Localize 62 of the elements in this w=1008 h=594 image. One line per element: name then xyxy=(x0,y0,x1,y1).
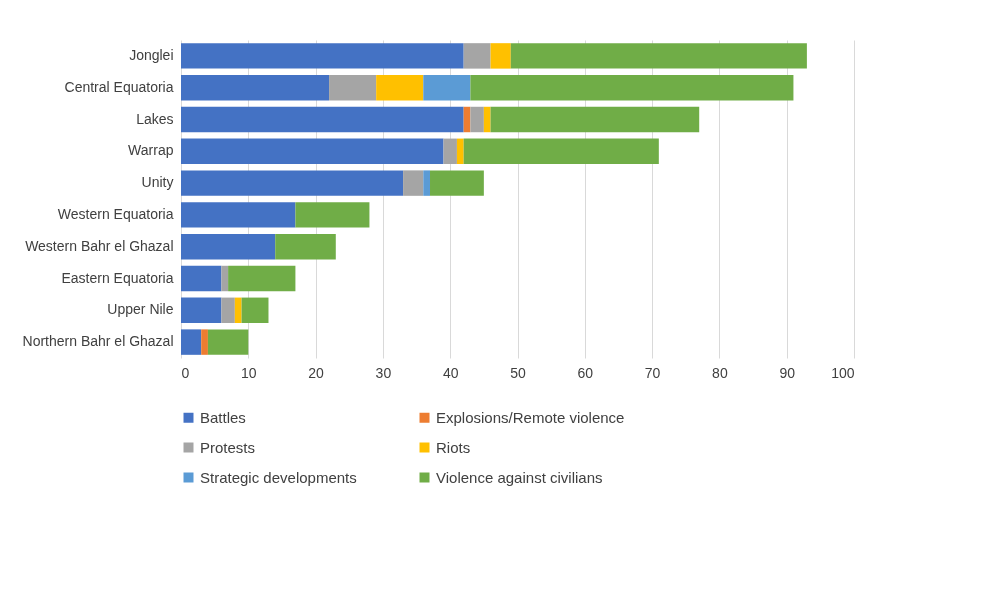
x-tick-label: 100 xyxy=(831,364,855,381)
x-tick-label: 0 xyxy=(181,364,190,381)
legend-label: Protests xyxy=(200,438,256,456)
bar xyxy=(181,106,464,133)
bar xyxy=(181,43,464,69)
bar xyxy=(201,329,208,355)
bar xyxy=(329,74,377,101)
x-tick-label: 20 xyxy=(308,364,325,381)
bar xyxy=(228,265,296,292)
bar xyxy=(207,329,249,355)
bar xyxy=(295,202,370,228)
bar xyxy=(423,74,471,101)
bar xyxy=(376,74,424,101)
bar xyxy=(423,170,431,196)
x-tick-label: 90 xyxy=(779,364,796,381)
bar xyxy=(490,43,511,69)
bar xyxy=(221,297,235,324)
bar xyxy=(234,297,242,324)
bar xyxy=(181,170,404,196)
bar xyxy=(456,138,464,165)
y-tick-label: Unity xyxy=(141,174,174,191)
bar xyxy=(463,138,659,165)
x-tick-label: 40 xyxy=(442,364,459,381)
legend-label: Explosions/Remote violence xyxy=(436,408,625,426)
bar xyxy=(181,202,296,228)
bar xyxy=(275,233,336,260)
y-tick-label: Central Equatoria xyxy=(64,78,174,95)
bar xyxy=(430,170,484,196)
bar xyxy=(181,233,276,260)
x-tick-label: 50 xyxy=(510,364,526,381)
x-tick-label: 60 xyxy=(577,364,594,381)
x-tick-label: 10 xyxy=(241,364,257,381)
bar xyxy=(490,106,700,133)
bar xyxy=(470,106,484,133)
bar xyxy=(483,106,491,133)
y-tick-label: Warrap xyxy=(128,142,174,159)
bar xyxy=(403,170,424,196)
y-tick-label: Western Equatoria xyxy=(57,205,174,222)
bar xyxy=(510,43,807,69)
bar xyxy=(463,43,491,69)
y-tick-label: Jonglei xyxy=(129,46,174,63)
bar xyxy=(221,265,229,292)
x-tick-label: 70 xyxy=(644,364,661,381)
y-tick-label: Northern Bahr el Ghazal xyxy=(22,333,174,350)
x-tick-label: 80 xyxy=(712,364,728,381)
bar xyxy=(181,265,222,292)
y-tick-label: Upper Nile xyxy=(107,301,174,318)
legend-label: Battles xyxy=(200,408,246,426)
legend-label: Violence against civilians xyxy=(436,468,603,486)
y-tick-label: Eastern Equatoria xyxy=(61,269,174,286)
bar xyxy=(470,74,794,101)
legend-label: Strategic developments xyxy=(200,468,357,486)
x-tick-label: 30 xyxy=(375,364,392,381)
bar xyxy=(181,74,330,101)
y-tick-label: Lakes xyxy=(136,110,174,127)
bar xyxy=(241,297,269,324)
bar xyxy=(181,297,222,324)
bar xyxy=(181,329,202,355)
legend-label: Riots xyxy=(436,438,471,456)
y-tick-label: Western Bahr el Ghazal xyxy=(25,237,174,254)
bar xyxy=(443,138,457,165)
bar xyxy=(181,138,444,165)
